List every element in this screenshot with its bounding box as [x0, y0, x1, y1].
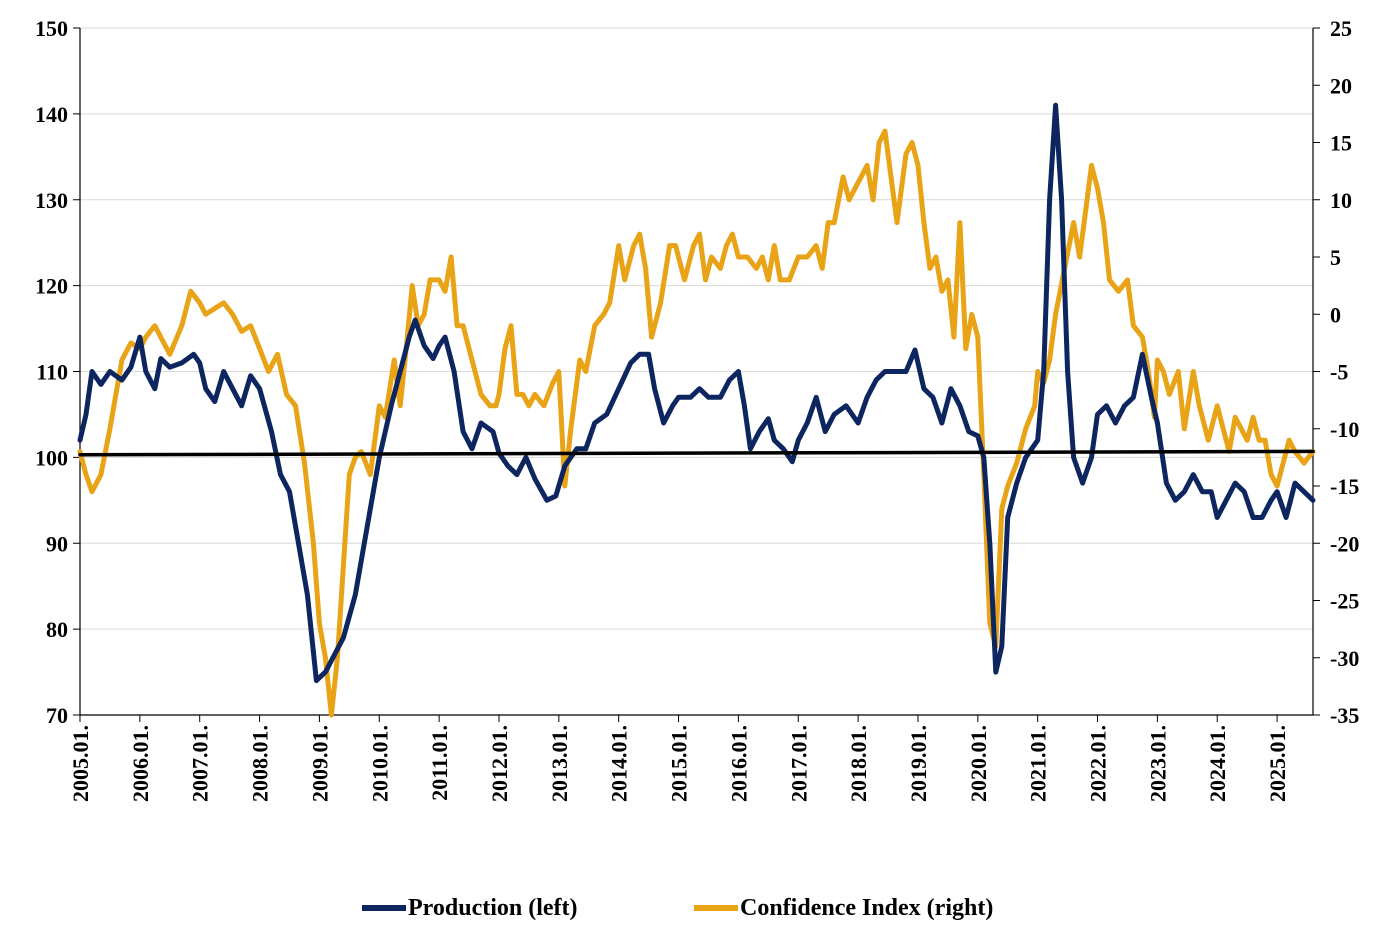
right-axis-tick-label: -30 — [1330, 646, 1359, 671]
x-axis-tick-label: 2005.01. — [68, 725, 93, 802]
right-axis-tick-label: -20 — [1330, 531, 1359, 556]
right-axis-tick-label: 20 — [1330, 73, 1352, 98]
left-axis-tick-label: 80 — [46, 617, 68, 642]
x-axis-tick-label: 2019.01. — [906, 725, 931, 802]
right-axis-tick-label: 15 — [1330, 131, 1352, 156]
left-axis-tick-label: 70 — [46, 703, 68, 728]
left-axis-tick-label: 100 — [35, 445, 68, 470]
left-axis-tick-label: 120 — [35, 274, 68, 299]
legend-swatch-production — [362, 905, 406, 911]
x-axis-tick-label: 2012.01. — [487, 725, 512, 802]
right-axis-tick-label: -15 — [1330, 474, 1359, 499]
legend-label-confidence: Confidence Index (right) — [740, 894, 994, 921]
x-axis-tick-label: 2016.01. — [726, 725, 751, 802]
x-axis-tick-label: 2008.01. — [248, 725, 273, 802]
left-axis-tick-label: 150 — [35, 16, 68, 41]
axes — [73, 27, 1320, 722]
x-axis-tick-label: 2015.01. — [667, 725, 692, 802]
legend-item-production: Production (left) — [362, 888, 578, 928]
chart-svg: 708090100110120130140150-35-30-25-20-15-… — [35, 16, 1359, 802]
legend-label-production: Production (left) — [408, 894, 578, 921]
right-axis-tick-label: -25 — [1330, 589, 1359, 614]
legend: Production (left) Confidence Index (righ… — [0, 888, 1386, 928]
left-axis-tick-label: 130 — [35, 188, 68, 213]
legend-swatch-confidence — [694, 905, 738, 911]
x-axis-tick-label: 2007.01. — [188, 725, 213, 802]
x-axis-tick-label: 2025.01. — [1265, 725, 1290, 802]
left-axis-tick-label: 140 — [35, 102, 68, 127]
left-axis-tick-label: 110 — [36, 360, 68, 385]
right-axis-tick-label: 10 — [1330, 188, 1352, 213]
gridlines — [80, 27, 1313, 716]
x-axis-tick-label: 2024.01. — [1205, 725, 1230, 802]
x-axis-tick-label: 2022.01. — [1086, 725, 1111, 802]
x-axis-tick-label: 2009.01. — [307, 725, 332, 802]
series-line-confidence — [77, 128, 1316, 718]
reference-line — [78, 449, 1315, 457]
x-axis-tick-label: 2013.01. — [547, 725, 572, 802]
x-axis-tick-label: 2021.01. — [1026, 725, 1051, 802]
right-axis-tick-label: -5 — [1330, 360, 1348, 385]
x-axis-tick-label: 2006.01. — [128, 725, 153, 802]
tick-labels: 708090100110120130140150-35-30-25-20-15-… — [35, 16, 1359, 802]
series-line-production — [77, 102, 1316, 684]
legend-item-confidence: Confidence Index (right) — [694, 888, 993, 928]
right-axis-tick-label: 25 — [1330, 16, 1352, 41]
right-axis-tick-label: 0 — [1330, 302, 1341, 327]
x-axis-tick-label: 2018.01. — [846, 725, 871, 802]
right-axis-tick-label: 5 — [1330, 245, 1341, 270]
x-axis-tick-label: 2011.01. — [427, 725, 452, 801]
series-lines — [77, 102, 1316, 718]
x-axis-tick-label: 2014.01. — [607, 725, 632, 802]
x-axis-tick-label: 2010.01. — [367, 725, 392, 802]
right-axis-tick-label: -10 — [1330, 417, 1359, 442]
right-axis-tick-label: -35 — [1330, 703, 1359, 728]
left-axis-tick-label: 90 — [46, 531, 68, 556]
x-axis-tick-label: 2023.01. — [1145, 725, 1170, 802]
x-axis-tick-label: 2020.01. — [966, 725, 991, 802]
x-axis-tick-label: 2017.01. — [786, 725, 811, 802]
